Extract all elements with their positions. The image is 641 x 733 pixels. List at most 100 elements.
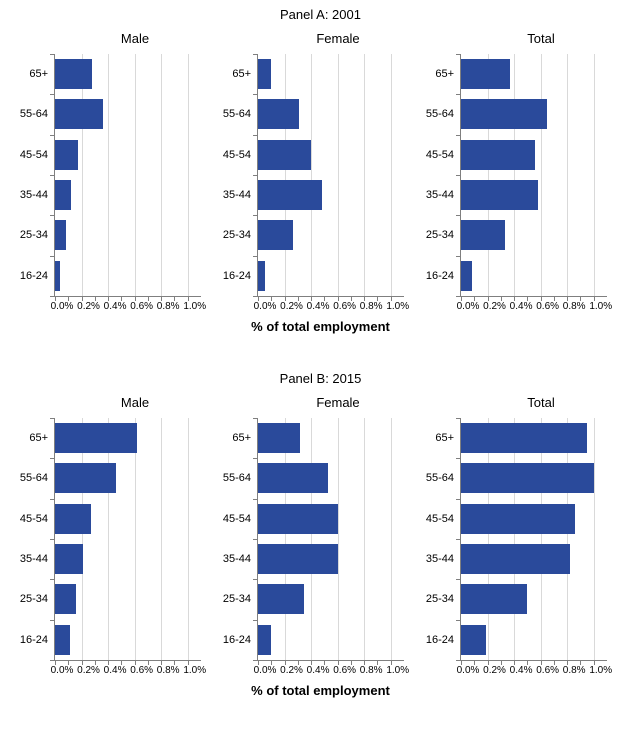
x-axis-tick-label: 0.4%	[509, 301, 533, 312]
y-axis-label: 25-34	[19, 593, 48, 606]
x-axis-tick-label: 0.4%	[103, 665, 127, 676]
bar-row	[461, 458, 607, 498]
y-axis-label: 16-24	[222, 269, 251, 282]
y-axis-tick	[50, 175, 55, 176]
x-axis-tick	[94, 296, 96, 301]
y-axis-tick	[253, 255, 258, 257]
x-axis-tick-label: 0.0%	[456, 665, 480, 676]
gridline	[364, 54, 366, 296]
chart-body: 65+ 55-64 45-54 35-44 25-34 16-24	[408, 54, 611, 301]
y-axis-tick	[456, 215, 461, 217]
x-axis-tick	[474, 660, 476, 665]
gridline	[187, 54, 189, 296]
x-axis-tick	[187, 660, 189, 665]
gridline	[567, 418, 569, 660]
y-axis-tick	[253, 215, 258, 217]
y-axis-label: 65+	[435, 68, 454, 81]
y-axis-labels: 65+ 55-64 45-54 35-44 25-34 16-24	[2, 54, 54, 296]
y-axis-label: 25-34	[222, 593, 251, 606]
x-axis-tick-label: 0.4%	[306, 665, 330, 676]
x-axis-tick-label: 0.8%	[562, 301, 586, 312]
bar	[461, 220, 505, 251]
panel-a: Panel A: 2001 Male 65+ 55-64 45-54 35-44 25-…	[0, 7, 641, 334]
y-axis-label: 35-44	[222, 553, 251, 566]
y-axis-label: 55-64	[425, 472, 454, 485]
x-axis-tick-label: 0.2%	[77, 665, 100, 676]
bar	[55, 220, 66, 251]
y-axis-tick	[253, 660, 258, 661]
x-axis-tick-label: 0.8%	[156, 665, 180, 676]
bar-row	[258, 256, 404, 296]
y-axis-tick	[456, 134, 461, 136]
x-axis-tick-labels: 0.0% 0.2% 0.4% 0.6% 0.8% 1.0%	[457, 297, 614, 313]
chart-body: 65+ 55-64 45-54 35-44 25-34 16-24	[2, 54, 205, 301]
x-axis-tick	[134, 660, 136, 665]
x-axis-tick-label: 0.0%	[50, 665, 74, 676]
x-axis-tick	[271, 660, 273, 665]
bar	[55, 624, 70, 655]
y-axis-tick	[253, 418, 258, 419]
x-axis-tick	[81, 660, 83, 665]
x-axis-tick	[553, 660, 555, 665]
x-axis-tick	[540, 660, 542, 665]
x-axis-tick	[161, 296, 163, 301]
gridline	[540, 418, 542, 660]
x-axis-tick-label: 0.2%	[280, 665, 303, 676]
x-axis-tick	[337, 296, 339, 301]
bars	[258, 418, 404, 660]
panel-b-title: Panel B: 2015	[279, 371, 362, 386]
x-axis-tick-labels: 0.0% 0.2% 0.4% 0.6% 0.8% 1.0%	[51, 297, 208, 313]
y-axis-tick	[50, 215, 55, 217]
y-axis-tick	[253, 94, 258, 96]
bar-row	[258, 135, 404, 175]
x-axis-tick	[500, 660, 502, 665]
x-axis-tick	[527, 296, 529, 301]
x-axis-tick	[567, 296, 569, 301]
bar	[461, 503, 576, 534]
x-axis-tick-label: 0.8%	[359, 665, 383, 676]
y-axis-tick	[253, 134, 258, 136]
gridline	[337, 418, 339, 660]
bar-chart-2015-male: Male 65+ 55-64 45-54 35-44 25-34 16-24 0.0% 0.…	[2, 395, 206, 677]
y-axis-tick	[50, 418, 55, 419]
gridline	[284, 418, 286, 660]
bar-row	[258, 215, 404, 255]
x-axis-tick	[311, 660, 313, 665]
x-axis-tick-label: 0.0%	[456, 301, 480, 312]
chart-body: 65+ 55-64 45-54 35-44 25-34 16-24	[205, 418, 408, 665]
x-axis-tick-label: 0.2%	[77, 301, 100, 312]
chart-title-total: Total	[527, 31, 555, 46]
bars	[55, 54, 201, 296]
y-axis-label: 45-54	[222, 512, 251, 525]
x-axis-tick-label: 0.6%	[333, 665, 357, 676]
y-axis-tick	[253, 579, 258, 581]
bar-row	[55, 579, 201, 619]
bar-row	[461, 135, 607, 175]
bar-row	[461, 215, 607, 255]
x-axis-tick-label: 0.6%	[130, 301, 154, 312]
y-axis-tick	[50, 539, 55, 540]
y-axis-label: 55-64	[19, 472, 48, 485]
x-axis-title: % of total employment	[251, 683, 390, 698]
y-axis-tick	[456, 94, 461, 96]
bar-row	[258, 175, 404, 215]
chart-body: 65+ 55-64 45-54 35-44 25-34 16-24	[2, 418, 205, 665]
x-axis-tick	[514, 296, 516, 301]
plot-area	[50, 54, 201, 301]
bar-row	[55, 539, 201, 579]
y-axis-tick	[50, 134, 55, 136]
x-axis-tick	[297, 660, 299, 665]
x-axis-tick-label: 0.8%	[359, 301, 383, 312]
bar	[461, 544, 570, 575]
plot-area	[50, 418, 201, 665]
x-axis-tick	[350, 296, 352, 301]
y-axis-label: 45-54	[425, 148, 454, 161]
x-axis-tick	[461, 296, 462, 301]
chart-body: 65+ 55-64 45-54 35-44 25-34 16-24	[408, 418, 611, 665]
x-axis-tick	[500, 296, 502, 301]
panel-a-charts-row: Male 65+ 55-64 45-54 35-44 25-34 16-24 0.0% 0.…	[0, 31, 641, 313]
x-axis-tick	[174, 296, 176, 301]
y-axis-tick	[456, 255, 461, 257]
gridline	[108, 418, 110, 660]
y-axis-label: 65+	[29, 432, 48, 445]
